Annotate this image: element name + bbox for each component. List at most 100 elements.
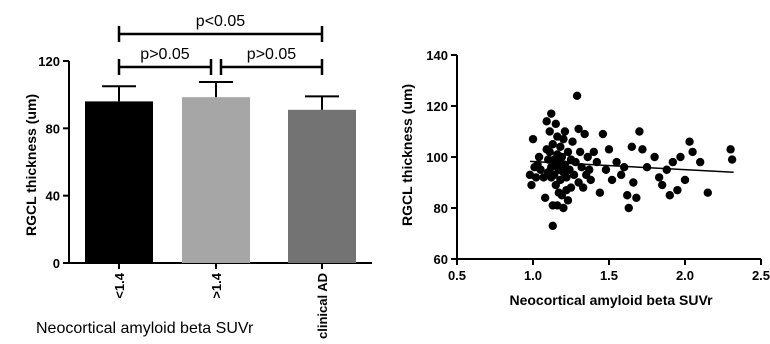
scatter-point [527, 180, 536, 190]
scatter-point [531, 173, 541, 182]
scatter-point [612, 157, 621, 167]
scatter-point [536, 165, 545, 174]
scatter-point [559, 203, 568, 213]
scatter-point [620, 163, 629, 172]
bar-y-tick-label: 80 [46, 121, 60, 136]
scatter-x-tick-label: 2.0 [676, 268, 694, 283]
scatter-x-tick-label: 0.5 [448, 268, 466, 283]
scatter-point [607, 175, 617, 185]
scatter-point [556, 142, 565, 151]
scatter-point [696, 157, 705, 167]
scatter-point [562, 173, 571, 182]
scatter-point [680, 175, 690, 185]
scatter-point [559, 134, 568, 144]
scatter-point [563, 196, 573, 205]
scatter-axes: 60 80 100 120 140 0.5 1.0 1.5 2.0 2.5 [426, 48, 770, 283]
significance-brackets: p>0.05 p>0.05p<0.05 [117, 13, 324, 75]
bar-y-tick-label: 0 [53, 256, 60, 271]
scatter-point [673, 185, 682, 195]
scatter-point [534, 152, 544, 162]
scatter-point [542, 117, 551, 126]
scatter-point [632, 193, 641, 202]
scatter-points [525, 91, 737, 231]
scatter-point [545, 127, 554, 136]
scatter-point [676, 152, 685, 162]
scatter-point [616, 170, 626, 180]
scatter-x-tick-label: 2.5 [752, 268, 770, 283]
bar-y-axis-title: RGCL thickness (um) [23, 94, 39, 236]
scatter-y-tick-label: 140 [426, 48, 448, 63]
scatter-point [650, 152, 659, 162]
scatter-point [566, 183, 576, 192]
scatter-point [578, 183, 588, 192]
scatter-x-tick-label: 1.5 [600, 268, 618, 283]
scatter-point [635, 127, 644, 136]
bar [182, 97, 250, 263]
scatter-y-tick-label: 100 [426, 150, 448, 165]
scatter-chart-panel: 60 80 100 120 140 0.5 1.0 1.5 2.0 2.5 RGCL thickn… [399, 48, 770, 308]
scatter-point [560, 127, 570, 136]
bar-y-tick-label: 40 [46, 189, 60, 204]
scatter-point [575, 147, 585, 157]
bar-x-tick-label: clinical AD [315, 273, 330, 339]
bar-y-tick-label: 120 [38, 54, 60, 69]
scatter-y-tick-label: 60 [434, 252, 448, 267]
scatter-point [703, 188, 712, 197]
scatter-point [601, 165, 611, 174]
scatter-point [623, 191, 632, 200]
scatter-point [688, 147, 697, 157]
scatter-y-tick-label: 80 [434, 201, 448, 216]
scatter-point [586, 175, 595, 185]
scatter-point [548, 140, 557, 149]
scatter-point [589, 147, 598, 157]
scatter-point [574, 124, 583, 134]
scatter-point [551, 119, 560, 129]
scatter-point [685, 137, 694, 146]
scatter-point [563, 147, 573, 157]
scatter-point [580, 129, 589, 139]
scatter-point [583, 152, 592, 162]
scatter-point [557, 152, 567, 162]
scatter-point [577, 163, 586, 172]
scatter-point [662, 165, 671, 174]
scatter-point [540, 193, 550, 202]
scatter-point [585, 165, 594, 174]
scatter-point [629, 178, 638, 187]
scatter-fit-line [529, 160, 734, 174]
bar-chart-bars [85, 81, 356, 264]
p-value-label: p>0.05 [140, 46, 189, 63]
bar [85, 101, 153, 264]
scatter-x-axis-title: Neocortical amyloid beta SUVr [509, 292, 713, 308]
scatter-point [572, 91, 582, 101]
scatter-point [569, 170, 579, 180]
scatter-point [668, 157, 678, 167]
scatter-point [726, 145, 735, 154]
scatter-point [624, 203, 633, 213]
bar-x-tick-label: >1.4 [209, 272, 224, 298]
scatter-point [727, 155, 737, 164]
scatter-point [658, 180, 667, 190]
scatter-point [547, 109, 556, 118]
p-value-label: p>0.05 [247, 46, 296, 63]
scatter-point [528, 134, 538, 144]
scatter-point [548, 221, 557, 231]
regression-line [529, 160, 734, 174]
scatter-point [654, 173, 664, 182]
scatter-x-tick-label: 1.0 [524, 268, 542, 283]
scatter-point [595, 188, 605, 197]
scatter-point [568, 137, 577, 146]
bar-x-axis-title: Neocortical amyloid beta SUVr [36, 320, 254, 337]
scatter-point [598, 129, 608, 139]
scatter-point [638, 145, 647, 154]
scatter-point [627, 142, 636, 151]
scatter-point [604, 145, 614, 154]
scatter-point [545, 147, 554, 157]
scatter-y-axis-title: RGCL thickness (um) [399, 84, 415, 226]
scatter-y-tick-label: 120 [426, 99, 448, 114]
p-value-label: p<0.05 [196, 13, 245, 30]
bar-x-tick-label: <1.4 [112, 272, 127, 298]
bar [288, 109, 356, 263]
scatter-point [665, 191, 674, 200]
